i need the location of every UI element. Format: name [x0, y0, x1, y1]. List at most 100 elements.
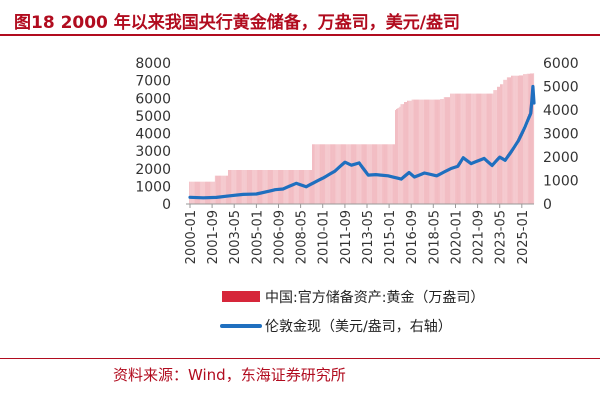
reserve-bar	[524, 74, 526, 204]
reserve-bar	[220, 175, 222, 204]
reserve-bar	[460, 93, 462, 204]
reserve-bar	[263, 170, 265, 204]
reserve-bar	[401, 104, 403, 204]
reserve-bar	[497, 86, 498, 204]
reserve-bar	[480, 93, 481, 204]
legend-label-bar: 中国:官方储备资产:黄金（万盎司）	[265, 289, 484, 306]
reserve-bar	[315, 144, 317, 204]
x-ticks: 2000-01 2001-09 2003-05 2005-01 2006-09 2008-…	[184, 204, 531, 264]
reserve-bar	[197, 181, 198, 204]
y-left-tick-label: 4000	[135, 127, 171, 143]
reserve-bar	[471, 93, 473, 204]
reserve-bar	[440, 99, 442, 204]
reserve-bar	[419, 99, 421, 204]
reserve-bar	[242, 170, 244, 204]
reserve-bar	[407, 100, 408, 204]
reserve-bar	[218, 175, 219, 204]
reserve-bar	[501, 84, 502, 204]
y-left-tick-label: 3000	[135, 144, 171, 160]
y-right-tick-label: 5000	[543, 80, 579, 96]
reserve-bar	[454, 93, 456, 204]
reserve-bar	[495, 90, 497, 204]
y-right-tick-label: 4000	[543, 103, 579, 119]
reserve-bar	[468, 93, 469, 204]
reserve-bar	[233, 170, 235, 204]
reserve-bar	[416, 99, 417, 204]
x-tick-label: 2000-01	[184, 210, 199, 264]
reserve-bar	[502, 84, 504, 204]
reserve-bar	[316, 144, 318, 204]
reserve-bar	[489, 93, 490, 204]
reserve-bar	[522, 75, 523, 204]
reserve-bar	[509, 77, 510, 204]
reserve-bar	[255, 170, 257, 204]
reserve-bar	[512, 75, 514, 204]
reserve-bar	[325, 144, 327, 204]
reserve-bar	[321, 144, 322, 204]
reserve-bar	[203, 181, 205, 204]
reserve-bar	[400, 104, 402, 204]
reserve-bar	[498, 86, 499, 204]
reserve-bar	[399, 106, 401, 204]
x-tick-label: 2005-01	[250, 210, 265, 264]
reserve-bar	[295, 170, 297, 204]
reserve-bar	[323, 144, 324, 204]
reserve-bar	[475, 93, 477, 204]
reserve-bar	[301, 170, 302, 204]
reserve-bar	[477, 93, 478, 204]
reserve-bar	[292, 170, 293, 204]
reserve-bar	[243, 170, 245, 204]
reserve-bar	[333, 144, 334, 204]
reserve-bar	[422, 99, 424, 204]
reserve-bar	[276, 170, 278, 204]
reserve-bar	[355, 144, 356, 204]
reserve-bar	[350, 144, 352, 204]
reserve-bar	[235, 170, 237, 204]
reserve-bar	[362, 144, 363, 204]
reserve-bar	[433, 99, 435, 204]
legend: 中国:官方储备资产:黄金（万盎司） 伦敦金现（美元/盎司，右轴）	[220, 289, 484, 335]
reserve-bar	[481, 93, 483, 204]
reserve-bar	[488, 93, 489, 204]
reserve-bar	[436, 99, 437, 204]
reserve-bar	[490, 93, 491, 204]
reserve-bar	[293, 170, 295, 204]
reserve-bar	[209, 181, 210, 204]
reserve-bar	[363, 144, 364, 204]
reserve-bar	[311, 170, 312, 204]
price-line	[188, 84, 536, 200]
reserve-bar	[404, 102, 405, 204]
reserve-bar	[300, 170, 301, 204]
reserve-bar	[437, 99, 438, 204]
reserve-bar	[308, 170, 310, 204]
reserve-bar	[343, 144, 344, 204]
reserve-bar	[234, 170, 236, 204]
reserve-bar	[473, 93, 475, 204]
reserve-bar	[244, 170, 246, 204]
reserve-bar	[348, 144, 350, 204]
reserve-bar	[191, 181, 193, 204]
reserve-bar	[312, 144, 313, 204]
reserve-bar	[251, 170, 252, 204]
reserve-bar	[505, 79, 507, 204]
reserve-bar	[359, 144, 361, 204]
x-tick-label: 2018-05	[427, 210, 442, 264]
reserve-bar	[272, 170, 274, 204]
legend-label-line: 伦敦金现（美元/盎司，右轴）	[265, 319, 452, 335]
reserve-bar	[418, 99, 420, 204]
reserve-bar	[389, 144, 391, 204]
reserve-bar	[491, 93, 493, 204]
reserve-bar	[529, 73, 530, 204]
reserve-bar	[442, 99, 444, 204]
reserve-bar	[506, 77, 508, 204]
reserve-bar	[458, 93, 459, 204]
reserve-bar	[256, 170, 258, 204]
reserve-bar	[216, 175, 217, 204]
reserve-bar	[405, 102, 406, 204]
reserve-bar	[464, 93, 466, 204]
source-rule	[0, 358, 600, 359]
reserve-bar	[364, 144, 365, 204]
reserve-bar	[259, 170, 260, 204]
reserve-bar	[338, 144, 340, 204]
reserve-bar	[531, 73, 532, 204]
